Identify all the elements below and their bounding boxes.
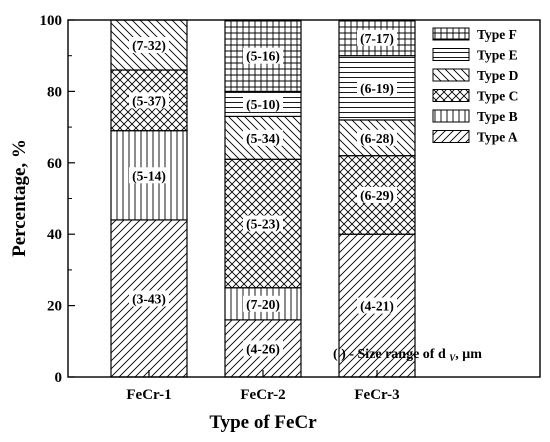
segment-label: (7-20) bbox=[246, 297, 280, 312]
legend: Type F Type E Type D Type C Type B Type A bbox=[432, 27, 519, 145]
legend-label-type-f: Type F bbox=[477, 27, 517, 42]
size-range-note-text: ( ) - Size range of d bbox=[333, 347, 446, 362]
x-tick-label: FeCr-2 bbox=[240, 387, 285, 403]
size-range-note: ( ) - Size range of d V, μm bbox=[333, 347, 482, 363]
segment-label: (5-16) bbox=[246, 49, 280, 64]
legend-swatch-type-a bbox=[432, 130, 470, 143]
segment-label-bg bbox=[357, 29, 397, 46]
legend-swatch-type-c bbox=[432, 89, 470, 102]
y-tick-label: 40 bbox=[47, 227, 62, 243]
segment-label-bg bbox=[243, 47, 283, 64]
segment-label-bg bbox=[243, 295, 283, 312]
bars-layer: (3-43) (5-14) (5-37) (7-32) (4-26) (7-20) (5-2… bbox=[110, 19, 416, 378]
x-tick-label: FeCr-1 bbox=[126, 387, 171, 403]
legend-label-type-c: Type C bbox=[477, 89, 518, 104]
segment-label: (5-34) bbox=[246, 131, 280, 146]
legend-swatch-type-e bbox=[432, 48, 470, 61]
segment-label: (3-43) bbox=[132, 291, 166, 306]
segment-label: (6-19) bbox=[360, 81, 394, 96]
segment-label-bg bbox=[129, 290, 169, 307]
segment-label: (5-23) bbox=[246, 216, 280, 231]
segment-label: (5-14) bbox=[132, 168, 166, 183]
y-tick-label: 80 bbox=[47, 84, 62, 100]
y-tick-label: 0 bbox=[55, 370, 63, 386]
segment-label-bg bbox=[357, 79, 397, 96]
segment-label-bg bbox=[357, 186, 397, 203]
legend-swatch-type-f bbox=[432, 27, 470, 41]
size-range-note-unit: , μm bbox=[455, 347, 482, 362]
legend-label-type-d: Type D bbox=[477, 68, 519, 83]
segment-label-bg bbox=[129, 36, 169, 53]
segment-label-bg bbox=[243, 215, 283, 232]
segment-label: (7-32) bbox=[132, 38, 166, 53]
legend-swatch-type-d bbox=[432, 68, 470, 82]
y-tick-label: 100 bbox=[40, 13, 63, 29]
legend-label-type-a: Type A bbox=[477, 130, 518, 145]
bar-segment-type-b-fecr-1 bbox=[110, 130, 188, 221]
segment-label: (7-17) bbox=[360, 31, 394, 46]
legend-swatch-type-b bbox=[432, 109, 470, 123]
segment-label-bg bbox=[357, 297, 397, 314]
segment-label-bg bbox=[243, 95, 283, 112]
ticks-layer: 0 20 40 60 80 100 FeCr-1 FeCr-2 FeCr-3 bbox=[40, 13, 400, 403]
segment-label-bg bbox=[243, 340, 283, 357]
segment-label-bg bbox=[357, 129, 397, 146]
segment-label: (6-29) bbox=[360, 188, 394, 203]
bar-segment-type-f-fecr-3 bbox=[338, 19, 416, 57]
legend-label-type-e: Type E bbox=[477, 48, 518, 63]
segment-label-bg bbox=[129, 167, 169, 184]
segment-label: (5-37) bbox=[132, 93, 166, 108]
x-axis-title: Type of FeCr bbox=[209, 412, 317, 433]
y-tick-label: 20 bbox=[47, 299, 62, 315]
segment-label-bg bbox=[243, 129, 283, 146]
segment-label: (4-26) bbox=[246, 341, 280, 356]
x-tick-label: FeCr-3 bbox=[354, 387, 399, 403]
segment-label: (4-21) bbox=[360, 299, 394, 314]
size-range-note-subscript: V bbox=[449, 353, 456, 363]
segment-label: (6-28) bbox=[360, 131, 394, 146]
y-tick-label: 60 bbox=[47, 156, 62, 172]
segment-label: (5-10) bbox=[246, 97, 280, 112]
segment-label-bg bbox=[129, 92, 169, 109]
legend-label-type-b: Type B bbox=[477, 109, 518, 124]
bar-segment-type-c-fecr-3 bbox=[338, 155, 416, 235]
y-axis-title: Percentage, % bbox=[9, 139, 30, 257]
